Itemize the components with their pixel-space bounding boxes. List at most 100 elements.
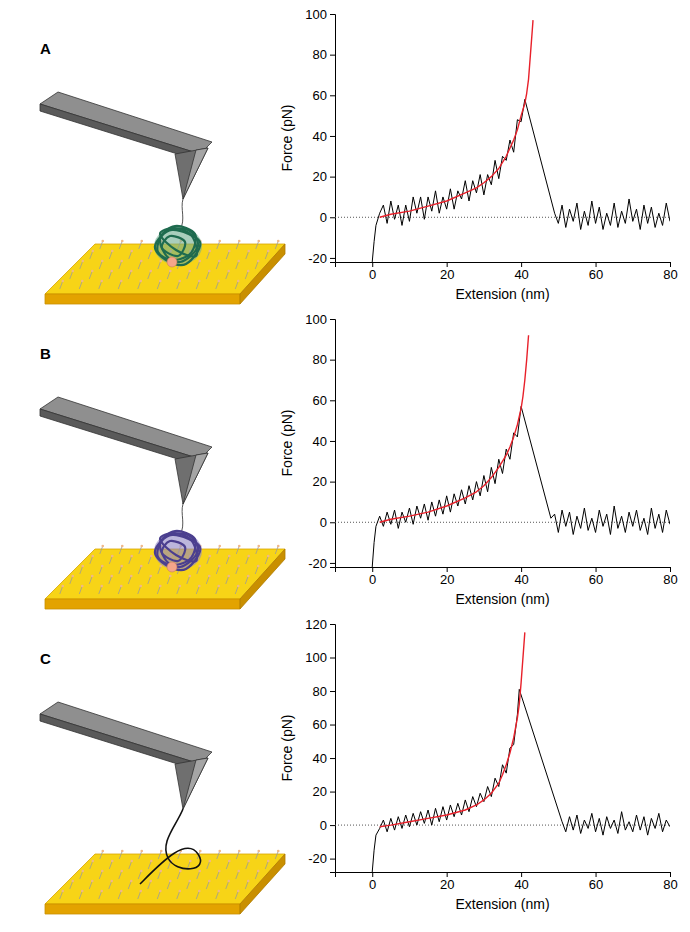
surface-molecule-head [247, 250, 250, 253]
x-tick: 80 [663, 567, 677, 587]
surface-molecule-head [120, 890, 123, 893]
surface-molecule-head [139, 585, 142, 588]
surface-molecule-head [130, 555, 133, 558]
wlc-fit [380, 20, 533, 217]
y-tick-label: 40 [313, 434, 327, 449]
surface-molecule-head [139, 890, 142, 893]
surface-molecule-head [91, 860, 94, 863]
surface-molecule-head [237, 280, 240, 283]
x-tick: 20 [440, 872, 454, 892]
surface-molecule-head [111, 250, 114, 253]
substrate-side [240, 549, 285, 609]
y-axis-title: Force (pN) [279, 715, 295, 782]
y-axis: -20020406080100 [305, 312, 335, 571]
surface-molecule-head [247, 860, 250, 863]
unfolded-chain [140, 809, 201, 884]
surface-molecule-head [227, 575, 230, 578]
surface-molecule-head [198, 890, 201, 893]
surface-molecule-head [81, 280, 84, 283]
surface-molecule-head [81, 565, 84, 568]
surface-molecule-head [228, 250, 231, 253]
x-axis: 020406080 [336, 567, 678, 587]
surface-molecule-head [247, 555, 250, 558]
surface-molecule-head [160, 850, 163, 853]
panel: B020406080-20020406080100Extension (nm)F… [40, 312, 678, 609]
surface-molecule-head [130, 575, 133, 578]
x-tick: 60 [589, 872, 603, 892]
cantilever-tip-facet [183, 758, 208, 809]
y-axis-title: Force (pN) [279, 410, 295, 477]
surface-molecule-head [238, 240, 241, 243]
surface-molecule-head [228, 860, 231, 863]
surface-molecule-head [61, 890, 64, 893]
y-tick-label: 60 [313, 88, 327, 103]
surface-molecule-head [159, 585, 162, 588]
y-axis: -20020406080100 [305, 7, 335, 266]
y-tick-mark [330, 258, 335, 259]
x-tick: 40 [514, 567, 528, 587]
surface-molecule-head [149, 880, 152, 883]
y-tick: 40 [313, 434, 335, 449]
y-tick: 80 [313, 352, 335, 367]
y-tick-mark [330, 758, 335, 759]
surface-molecule-head [121, 850, 124, 853]
surface-molecule-head [199, 850, 202, 853]
surface-molecule-head [81, 890, 84, 893]
surface-molecule-head [100, 280, 103, 283]
y-tick-mark [330, 55, 335, 56]
surface-molecule-head [81, 585, 84, 588]
force-trace [372, 99, 670, 262]
surface-molecule-head [101, 240, 104, 243]
surface-molecule-head [277, 240, 280, 243]
surface-molecule-head [101, 545, 104, 548]
cantilever-tip-facet [183, 453, 208, 504]
y-tick: -20 [308, 251, 335, 266]
surface-molecule-head [198, 870, 201, 873]
y-axis: -20020406080100120 [305, 617, 335, 873]
y-tick-label: -20 [308, 251, 327, 266]
y-axis-line [330, 15, 336, 263]
surface-molecule-head [169, 880, 172, 883]
illustration [40, 397, 285, 609]
cantilever-top [40, 92, 212, 154]
surface-molecule-head [178, 585, 181, 588]
surface-molecule-head [217, 280, 220, 283]
surface-molecule-head [91, 555, 94, 558]
protein-fold [155, 230, 200, 265]
surface-molecule-head [188, 880, 191, 883]
surface-molecule-head [100, 890, 103, 893]
cantilever-top [40, 702, 212, 764]
surface-molecule-head [159, 260, 162, 263]
surface-molecule-head [189, 860, 192, 863]
y-tick-label: 60 [313, 393, 327, 408]
y-tick: 80 [313, 684, 335, 699]
y-tick-label: 80 [313, 47, 327, 62]
y-tick-mark [330, 522, 335, 523]
y-tick-mark [330, 319, 335, 320]
x-tick-label: 0 [369, 572, 376, 587]
surface-molecule-head [91, 575, 94, 578]
surface-molecule-head [217, 890, 220, 893]
surface-molecule-head [140, 565, 143, 568]
surface-molecule-head [237, 585, 240, 588]
surface-molecule-head [218, 545, 221, 548]
y-tick-label: 20 [313, 169, 327, 184]
surface-molecule-head [101, 850, 104, 853]
surface-molecule-head [130, 270, 133, 273]
anchor-atom [167, 257, 177, 267]
y-tick-mark [330, 725, 335, 726]
surface-molecule-head [159, 280, 162, 283]
y-tick: 0 [320, 818, 335, 833]
x-tick-label: 20 [440, 267, 454, 282]
x-tick: 20 [440, 567, 454, 587]
surface-molecule-head [238, 545, 241, 548]
surface-molecule-head [218, 870, 221, 873]
y-tick-mark [330, 825, 335, 826]
x-tick: 0 [369, 567, 376, 587]
illustration [40, 702, 285, 914]
x-tick: 20 [440, 262, 454, 282]
y-tick: 0 [320, 515, 335, 530]
surface-molecule-head [140, 545, 143, 548]
y-tick: 20 [313, 784, 335, 799]
x-axis-title: Extension (nm) [455, 286, 549, 302]
